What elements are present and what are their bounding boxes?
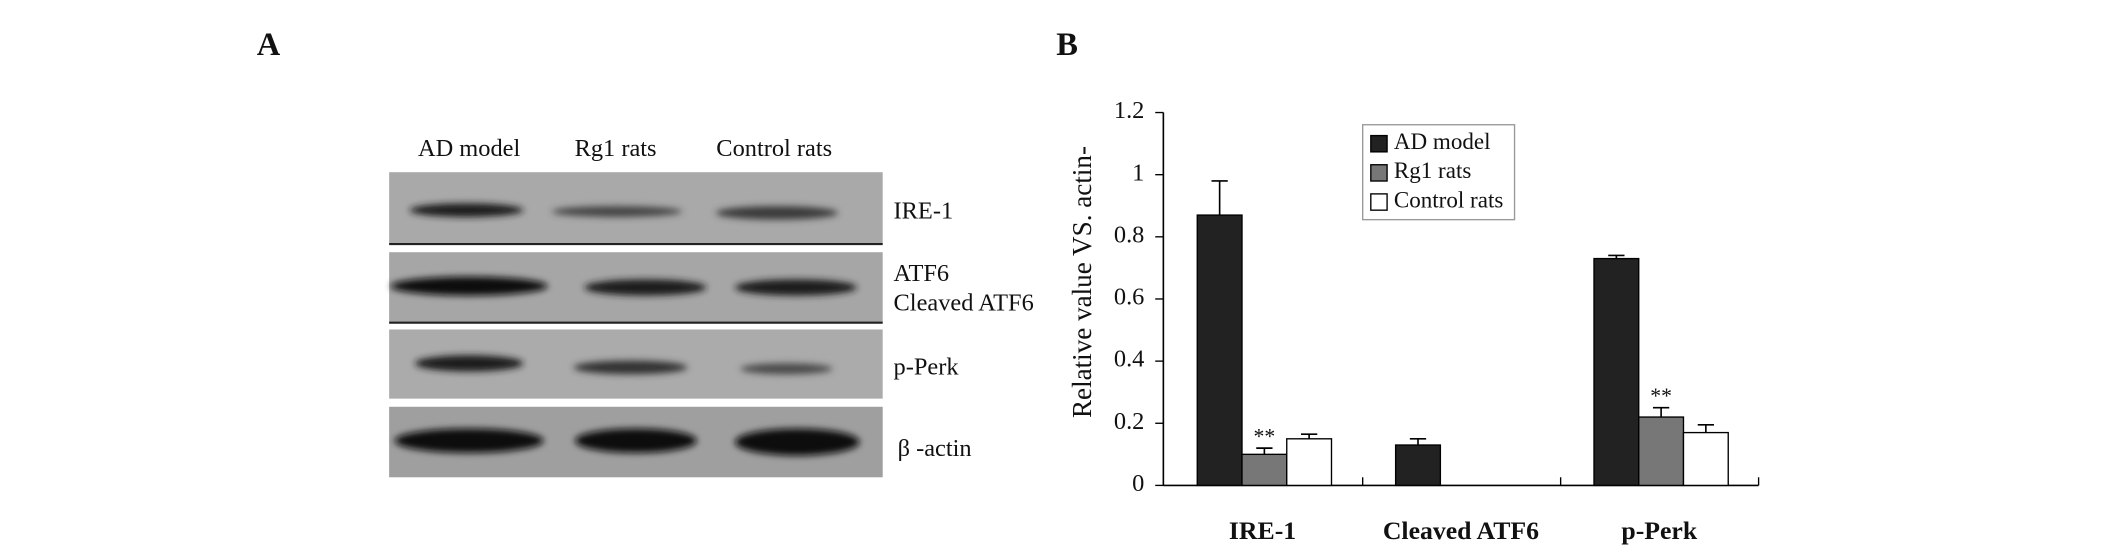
lane-label: AD model (418, 135, 521, 162)
band (574, 428, 697, 453)
band (740, 363, 833, 375)
y-tick-label: 1 (1132, 159, 1144, 186)
legend-swatch (1370, 164, 1388, 182)
band (394, 428, 544, 453)
band (414, 355, 524, 372)
bar (1241, 453, 1288, 487)
legend-label: Control rats (1394, 186, 1503, 212)
band (734, 279, 857, 296)
legend-swatch (1370, 193, 1388, 211)
y-tick-label: 0.2 (1114, 408, 1144, 435)
bar (1394, 444, 1442, 487)
blot-row-label: Cleaved ATF6 (894, 290, 1034, 317)
bar (1593, 257, 1640, 487)
band (584, 279, 707, 296)
y-axis-label: Relative value VS. actin- (1067, 146, 1097, 418)
blot-row-label: ATF6 (894, 260, 950, 287)
significance-marker: ** (1650, 384, 1672, 408)
band (573, 360, 688, 375)
band (390, 276, 548, 296)
blot-row-label: IRE-1 (894, 197, 954, 224)
lane-label: Rg1 rats (575, 135, 657, 162)
x-tick-label: IRE-1 (1229, 516, 1296, 545)
x-tick-label: Cleaved ATF6 (1383, 516, 1539, 545)
y-tick-label: 0.4 (1114, 346, 1144, 373)
y-tick-label: 0.6 (1114, 284, 1144, 311)
legend-swatch (1370, 134, 1388, 153)
y-tick-label: 0.8 (1114, 221, 1144, 248)
lane-label: Control rats (716, 135, 832, 162)
legend-box (1362, 124, 1516, 221)
y-tick-label: 0 (1132, 470, 1144, 497)
y-tick-label: 1.2 (1114, 97, 1144, 124)
band (551, 206, 683, 217)
bar (1638, 416, 1685, 487)
band (409, 203, 524, 217)
panel-label: A (257, 27, 281, 63)
bar (1196, 214, 1243, 487)
legend-label: Rg1 rats (1394, 157, 1471, 183)
x-tick-label: p-Perk (1621, 516, 1697, 545)
panel-label: B (1056, 27, 1078, 63)
bands (390, 203, 860, 456)
figure-content: A B AD model Rg1 rats Control rats (257, 27, 1760, 545)
bar (1286, 438, 1333, 487)
blot-row-label: p-Perk (894, 353, 960, 380)
band (715, 206, 838, 220)
bar (1682, 431, 1729, 487)
blot-row-label: β -actin (898, 435, 972, 462)
band (734, 428, 860, 456)
western-blot: AD model Rg1 rats Control rats (389, 135, 1034, 478)
significance-marker: ** (1254, 425, 1276, 449)
legend-label: AD model (1394, 128, 1491, 154)
